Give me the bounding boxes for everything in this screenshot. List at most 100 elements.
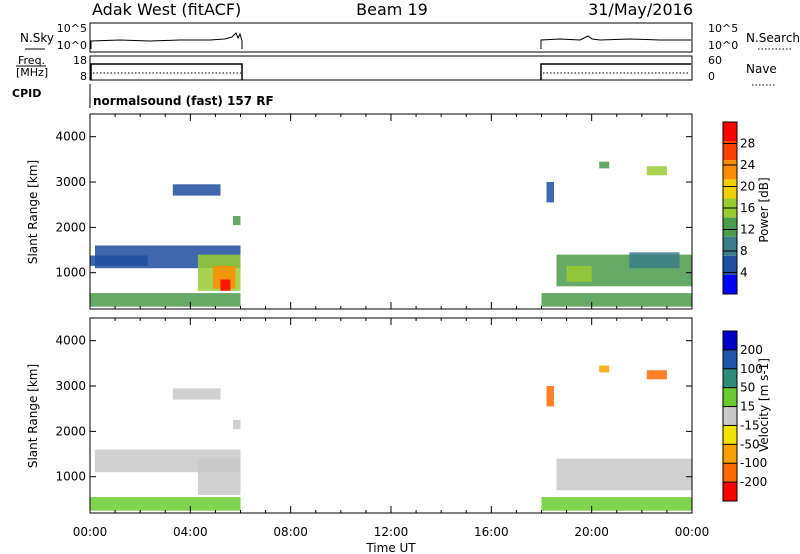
nsky-trace-day <box>90 32 243 49</box>
power-region-11 <box>629 252 680 269</box>
nave-tick-top: 60 <box>708 54 722 67</box>
nsky-label: N.Sky <box>20 31 54 45</box>
velocity-colorbar-tick-label-3: -15 <box>740 418 760 432</box>
cpid-text: normalsound (fast) 157 RF <box>93 94 274 108</box>
velocity-region-5 <box>541 497 692 511</box>
power-ytick-label-2: 3000 <box>55 175 86 189</box>
power-colorbar-swatch-0 <box>723 274 737 294</box>
power-colorbar: 4 8 12 16 20 24 28 <box>722 121 755 295</box>
power-colorbar-swatch-7 <box>723 141 737 161</box>
freq-tick-top: 18 <box>73 54 87 67</box>
velocity-region-0 <box>90 497 241 511</box>
velocity-region-4 <box>233 420 241 430</box>
power-region-6 <box>172 184 221 196</box>
power-region-10 <box>566 265 592 282</box>
velocity-colorbar-swatch-3 <box>723 425 737 445</box>
freq-trace-day <box>90 63 243 80</box>
power-panel: 1000 2000 3000 4000 Slant Range [km] <box>26 113 693 310</box>
power-colorbar-swatch-6 <box>723 160 737 180</box>
power-heatmap-cells <box>90 161 692 307</box>
velocity-region-6 <box>556 458 692 491</box>
power-colorbar-tick-label-3: 16 <box>740 201 755 215</box>
velocity-region-2 <box>197 458 241 495</box>
power-colorbar-swatch-3 <box>723 217 737 237</box>
power-axes: 1000 2000 3000 4000 <box>55 114 693 309</box>
nsky-tick-bottom: 10^0 <box>57 39 87 52</box>
power-ytick-label-1: 2000 <box>55 220 86 234</box>
power-ytick-label-3: 4000 <box>55 130 86 144</box>
velocity-colorbar-swatch-8 <box>723 331 737 350</box>
power-region-8 <box>541 293 692 307</box>
power-region-13 <box>646 166 667 176</box>
x-tick-labels: 00:00 04:00 08:00 12:00 16:00 20:00 00:00 <box>73 525 710 539</box>
beam-title: Beam 19 <box>356 0 428 19</box>
power-region-7 <box>233 216 241 226</box>
power-region-2 <box>90 255 148 266</box>
velocity-colorbar-frame <box>722 330 738 502</box>
power-colorbar-label: Power [dB] <box>757 177 771 242</box>
power-colorbar-swatch-8 <box>723 122 737 142</box>
velocity-axes: 1000 2000 3000 4000 <box>55 318 693 513</box>
radar-title: Adak West (fitACF) <box>92 0 241 19</box>
velocity-heatmap-cells <box>90 365 692 511</box>
velocity-region-7 <box>599 365 610 373</box>
velocity-ytick-label-1: 2000 <box>55 424 86 438</box>
velocity-colorbar-swatch-0 <box>723 482 737 501</box>
power-region-5 <box>220 279 231 291</box>
power-region-14 <box>546 182 554 203</box>
velocity-colorbar-tick-label-2: -50 <box>740 437 760 451</box>
power-colorbar-tick-label-5: 24 <box>740 158 755 172</box>
velocity-ytick-label-3: 4000 <box>55 334 86 348</box>
power-colorbar-tick-label-4: 20 <box>740 180 755 194</box>
velocity-colorbar: -200 -100 -50 -15 15 50 100 200 <box>722 330 767 502</box>
freq-unit: [MHz] <box>16 66 48 79</box>
velocity-ytick-label-2: 3000 <box>55 379 86 393</box>
x-tick-label-3: 12:00 <box>374 525 409 539</box>
x-tick-label-1: 04:00 <box>173 525 208 539</box>
power-colorbar-tick-label-2: 12 <box>740 223 755 237</box>
velocity-panel: 1000 2000 3000 4000 Slant Range [km] <box>26 317 693 514</box>
nave-label: Nave <box>746 62 777 76</box>
velocity-region-9 <box>546 386 554 407</box>
velocity-colorbar-tick-label-1: -100 <box>740 456 767 470</box>
freq-panel <box>89 55 693 81</box>
freq-trace-evening <box>540 63 691 80</box>
x-axis-title: Time UT <box>365 541 416 554</box>
power-colorbar-swatch-5 <box>723 179 737 199</box>
velocity-colorbar-tick-label-7: 200 <box>740 343 763 357</box>
power-region-12 <box>599 161 610 169</box>
power-ytick-label-0: 1000 <box>55 266 86 280</box>
velocity-colorbar-swatch-7 <box>723 349 737 369</box>
velocity-colorbar-tick-label-6: 100 <box>740 362 763 376</box>
freq-tick-bottom: 8 <box>80 70 87 83</box>
nsearch-tick-bottom: 10^0 <box>708 39 738 52</box>
velocity-colorbar-tick-label-4: 15 <box>740 400 755 414</box>
velocity-colorbar-swatch-1 <box>723 463 737 483</box>
power-colorbar-swatch-2 <box>723 236 737 256</box>
x-tick-label-4: 16:00 <box>474 525 509 539</box>
x-tick-label-0: 00:00 <box>73 525 108 539</box>
power-colorbar-tick-label-0: 4 <box>740 266 748 280</box>
velocity-colorbar-swatch-2 <box>723 444 737 464</box>
velocity-region-3 <box>172 388 221 400</box>
velocity-ytick-label-0: 1000 <box>55 470 86 484</box>
x-tick-label-5: 20:00 <box>574 525 609 539</box>
velocity-colorbar-tick-label-0: -200 <box>740 475 767 489</box>
power-ylabel: Slant Range [km] <box>26 160 40 264</box>
cpid-label: CPID <box>12 87 41 100</box>
velocity-region-8 <box>646 370 667 380</box>
velocity-colorbar-swatch-5 <box>723 387 737 407</box>
velocity-colorbar-swatch-4 <box>723 406 737 426</box>
x-tick-label-2: 08:00 <box>273 525 308 539</box>
velocity-colorbar-swatch-6 <box>723 368 737 388</box>
nave-tick-bottom: 0 <box>708 70 715 83</box>
velocity-ylabel: Slant Range [km] <box>26 364 40 468</box>
power-colorbar-swatch-1 <box>723 255 737 275</box>
velocity-colorbar-label: Velocity [m s-1] <box>757 358 771 452</box>
nsearch-tick-top: 10^5 <box>708 22 738 35</box>
nsky-trace-evening <box>540 35 691 49</box>
nsearch-label: N.Search <box>746 31 800 45</box>
date-title: 31/May/2016 <box>588 0 693 19</box>
power-colorbar-tick-label-6: 28 <box>740 137 755 151</box>
